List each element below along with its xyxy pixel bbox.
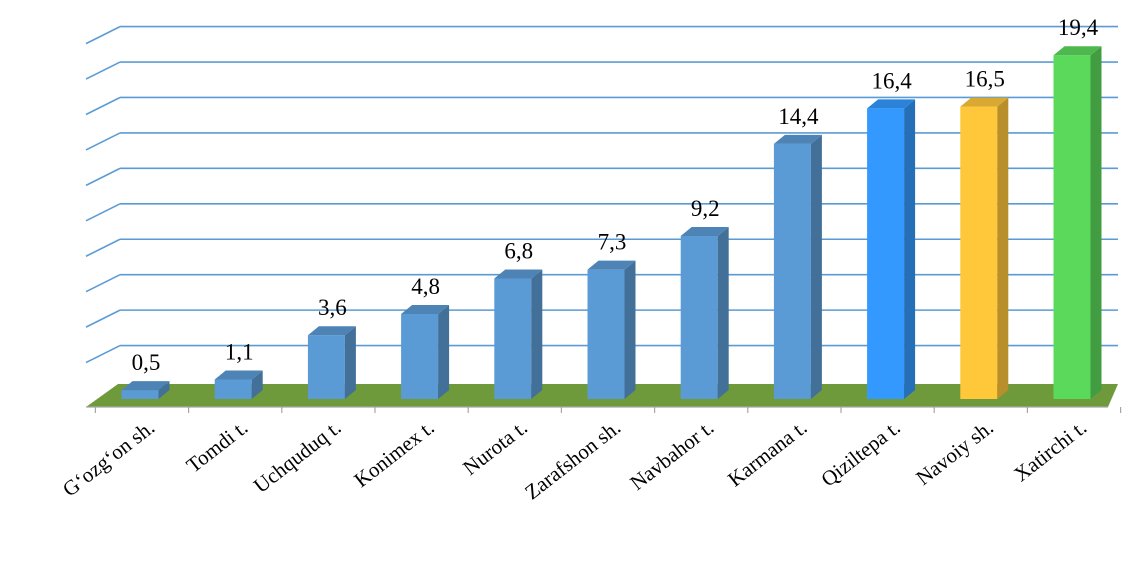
- category-label: Xatirchi t.: [1009, 415, 1091, 486]
- bar: [1053, 46, 1102, 400]
- value-labels: 0,5 1,1 3,6 4,8 6,8 7,3 9,2 14,4 16,4 16,5 19,4: [132, 15, 1099, 375]
- value-label: 7,3: [598, 230, 627, 255]
- category-label: Konimex t.: [349, 415, 438, 492]
- category-label: Zarafshon sh.: [520, 415, 625, 504]
- category-label: Qiziltepa t.: [816, 415, 904, 491]
- bar: [587, 260, 636, 399]
- bars: [121, 46, 1102, 400]
- gridline: [85, 96, 1118, 116]
- bar: [401, 304, 450, 399]
- bar: [214, 370, 263, 399]
- gridline: [85, 238, 1118, 257]
- value-label: 3,6: [318, 295, 347, 320]
- category-label: Navoiy sh.: [911, 415, 997, 490]
- value-label: 19,4: [1058, 15, 1099, 40]
- value-label: 9,2: [691, 196, 720, 221]
- gridline: [85, 61, 1118, 80]
- bar: [867, 99, 916, 399]
- category-label: Nurota t.: [458, 415, 532, 480]
- category-label: Karmana t.: [723, 415, 811, 491]
- bar: [121, 381, 170, 399]
- bar: [307, 326, 356, 399]
- category-label: Uchquduq t.: [249, 415, 346, 498]
- value-label: 0,5: [132, 350, 161, 375]
- value-label: 1,1: [225, 340, 254, 365]
- value-label: 16,4: [871, 68, 912, 93]
- value-label: 16,5: [965, 67, 1005, 92]
- bar: [773, 134, 822, 399]
- value-label: 4,8: [411, 274, 440, 299]
- value-label: 6,8: [504, 239, 533, 264]
- category-label: G‘ozg‘on sh.: [58, 415, 159, 501]
- gridline: [85, 25, 1118, 45]
- bar: [494, 269, 543, 399]
- bar: [680, 226, 729, 399]
- gridline: [85, 203, 1118, 222]
- gridline: [85, 167, 1118, 187]
- category-label: Tomdi t.: [182, 415, 253, 478]
- category-label: Navbahor t.: [625, 415, 718, 495]
- value-label: 14,4: [778, 104, 819, 129]
- bar: [960, 97, 1009, 400]
- gridline: [85, 132, 1118, 151]
- category-labels: G‘ozg‘on sh. Tomdi t.Uchquduq t. Konimex t…: [58, 415, 1091, 504]
